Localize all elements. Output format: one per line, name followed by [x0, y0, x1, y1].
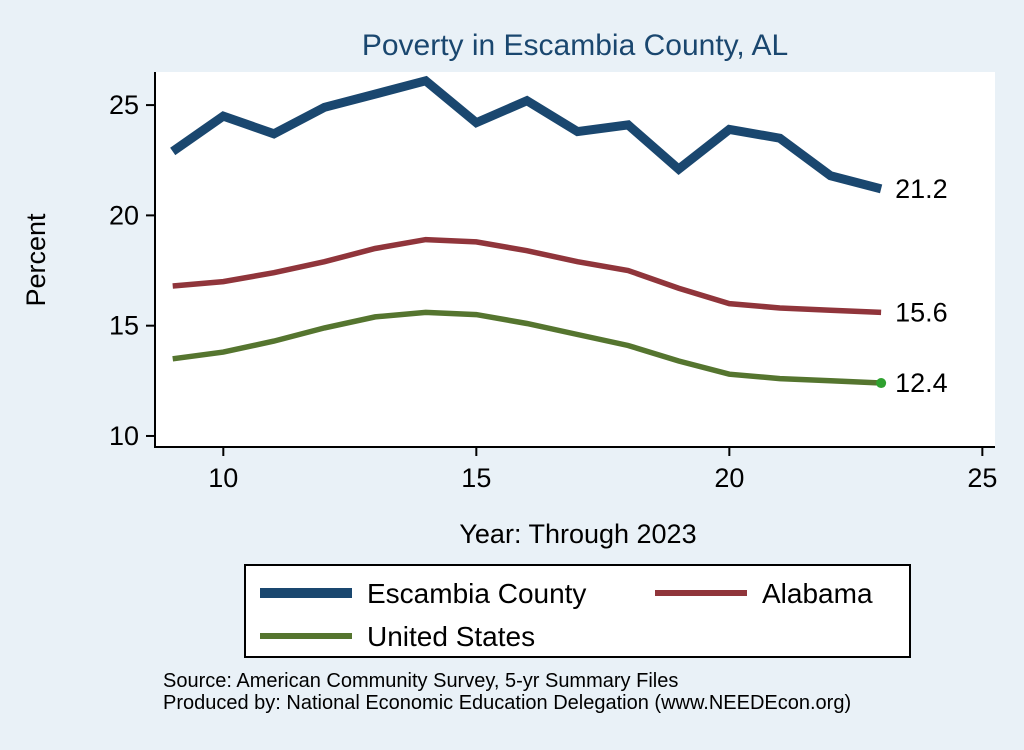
y-axis-label: Percent — [21, 213, 51, 307]
series-end-dot-united-states — [876, 378, 887, 389]
y-tick-label: 25 — [109, 90, 139, 120]
source-line: Source: American Community Survey, 5-yr … — [163, 670, 678, 692]
ticks-layer: 10 15 20 25 10 15 20 25 — [109, 90, 997, 493]
legend-label-united-states: United States — [367, 621, 535, 652]
x-tick-label: 10 — [208, 463, 238, 493]
series-layer: 21.2 15.6 12.4 — [170, 75, 948, 398]
series-end-label-alabama: 15.6 — [895, 297, 948, 327]
legend-box — [244, 564, 911, 658]
legend-label-escambia-county: Escambia County — [367, 578, 586, 609]
y-tick-label: 15 — [109, 311, 139, 341]
series-line-united-states — [172, 309, 882, 386]
series-end-label-escambia-county: 21.2 — [895, 174, 948, 204]
x-tick-label: 20 — [714, 463, 744, 493]
series-line-alabama — [172, 236, 882, 316]
series-line-escambia-county — [170, 75, 883, 194]
y-tick-label: 10 — [109, 421, 139, 451]
chart-title: Poverty in Escambia County, AL — [362, 29, 788, 62]
series-end-label-united-states: 12.4 — [895, 368, 948, 398]
x-tick-label: 15 — [461, 463, 491, 493]
x-tick-label: 25 — [967, 463, 997, 493]
y-tick-label: 20 — [109, 200, 139, 230]
produced-by-line: Produced by: National Economic Education… — [163, 692, 851, 714]
legend-label-alabama: Alabama — [762, 578, 873, 609]
x-axis-label: Year: Through 2023 — [459, 519, 696, 549]
legend: Escambia County Alabama United States — [244, 564, 911, 658]
